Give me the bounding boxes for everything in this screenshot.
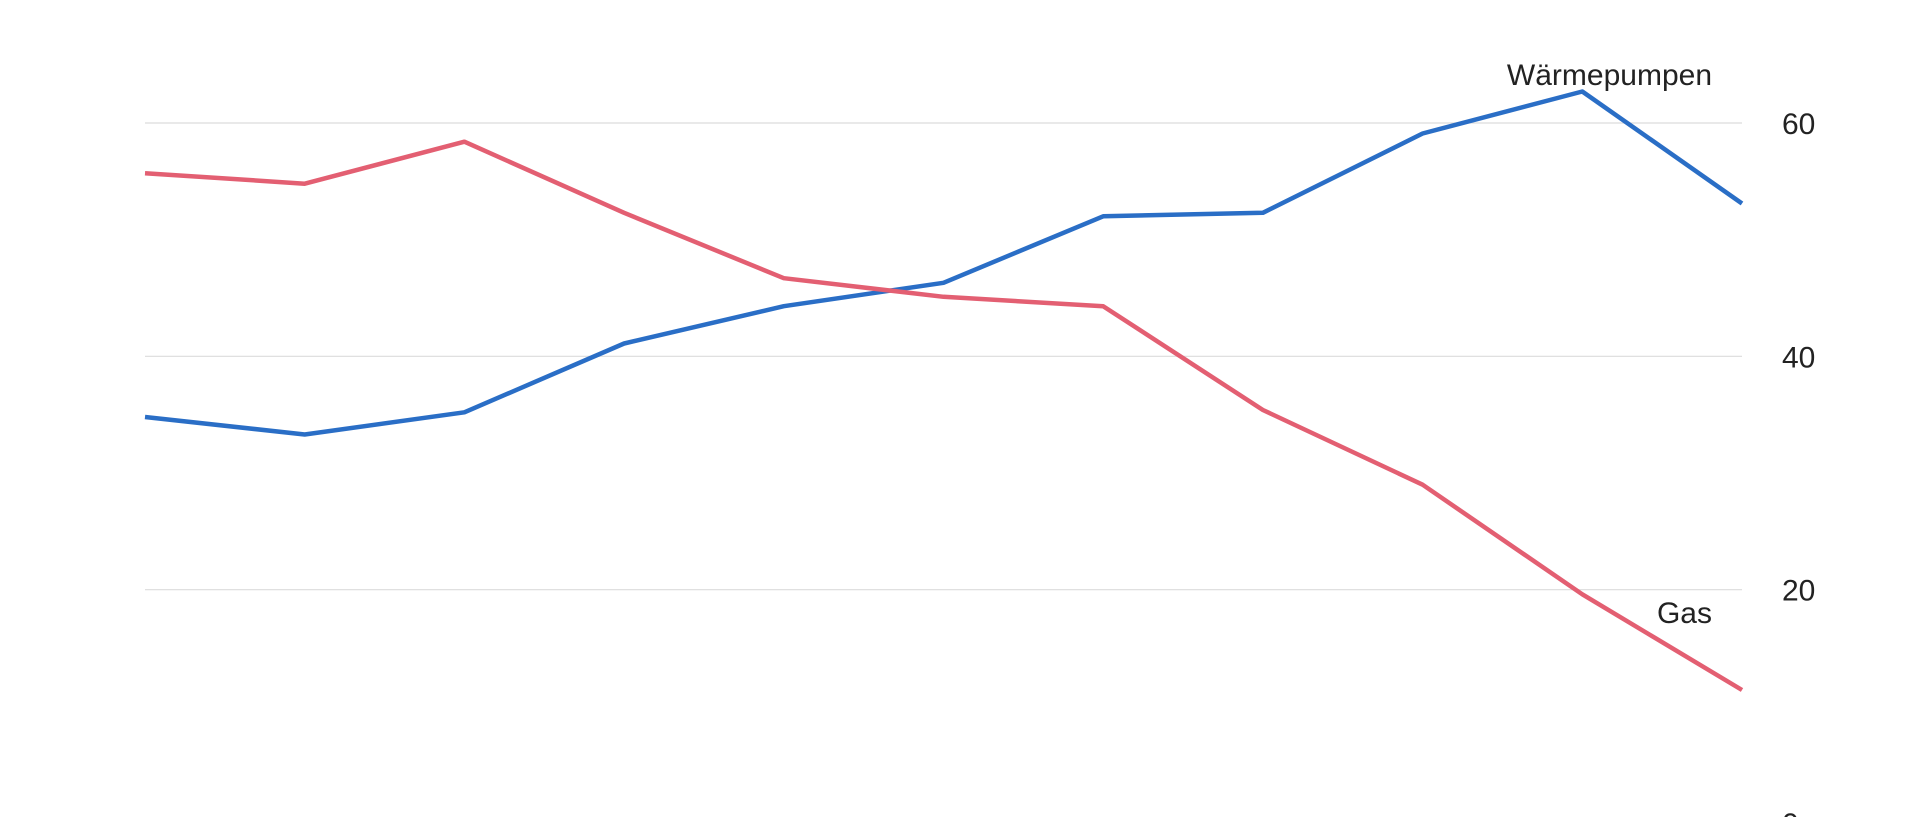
y-tick-label-0: 0	[1782, 808, 1799, 817]
series-line-waermepumpen	[144, 89, 1744, 437]
series-labels: Wärmepumpen Gas	[1507, 59, 1712, 630]
series-lines	[144, 89, 1744, 692]
series-label-gas: Gas	[1657, 597, 1712, 630]
gridlines	[145, 122, 1742, 591]
y-tick-label-40: 40	[1782, 341, 1815, 374]
y-tick-label-20: 20	[1782, 575, 1815, 608]
series-line-gas	[144, 139, 1744, 692]
y-tick-label-60: 60	[1782, 108, 1815, 141]
y-axis-tick-labels: 0 20 40 60	[1782, 108, 1815, 817]
series-label-waermepumpen: Wärmepumpen	[1507, 59, 1712, 92]
